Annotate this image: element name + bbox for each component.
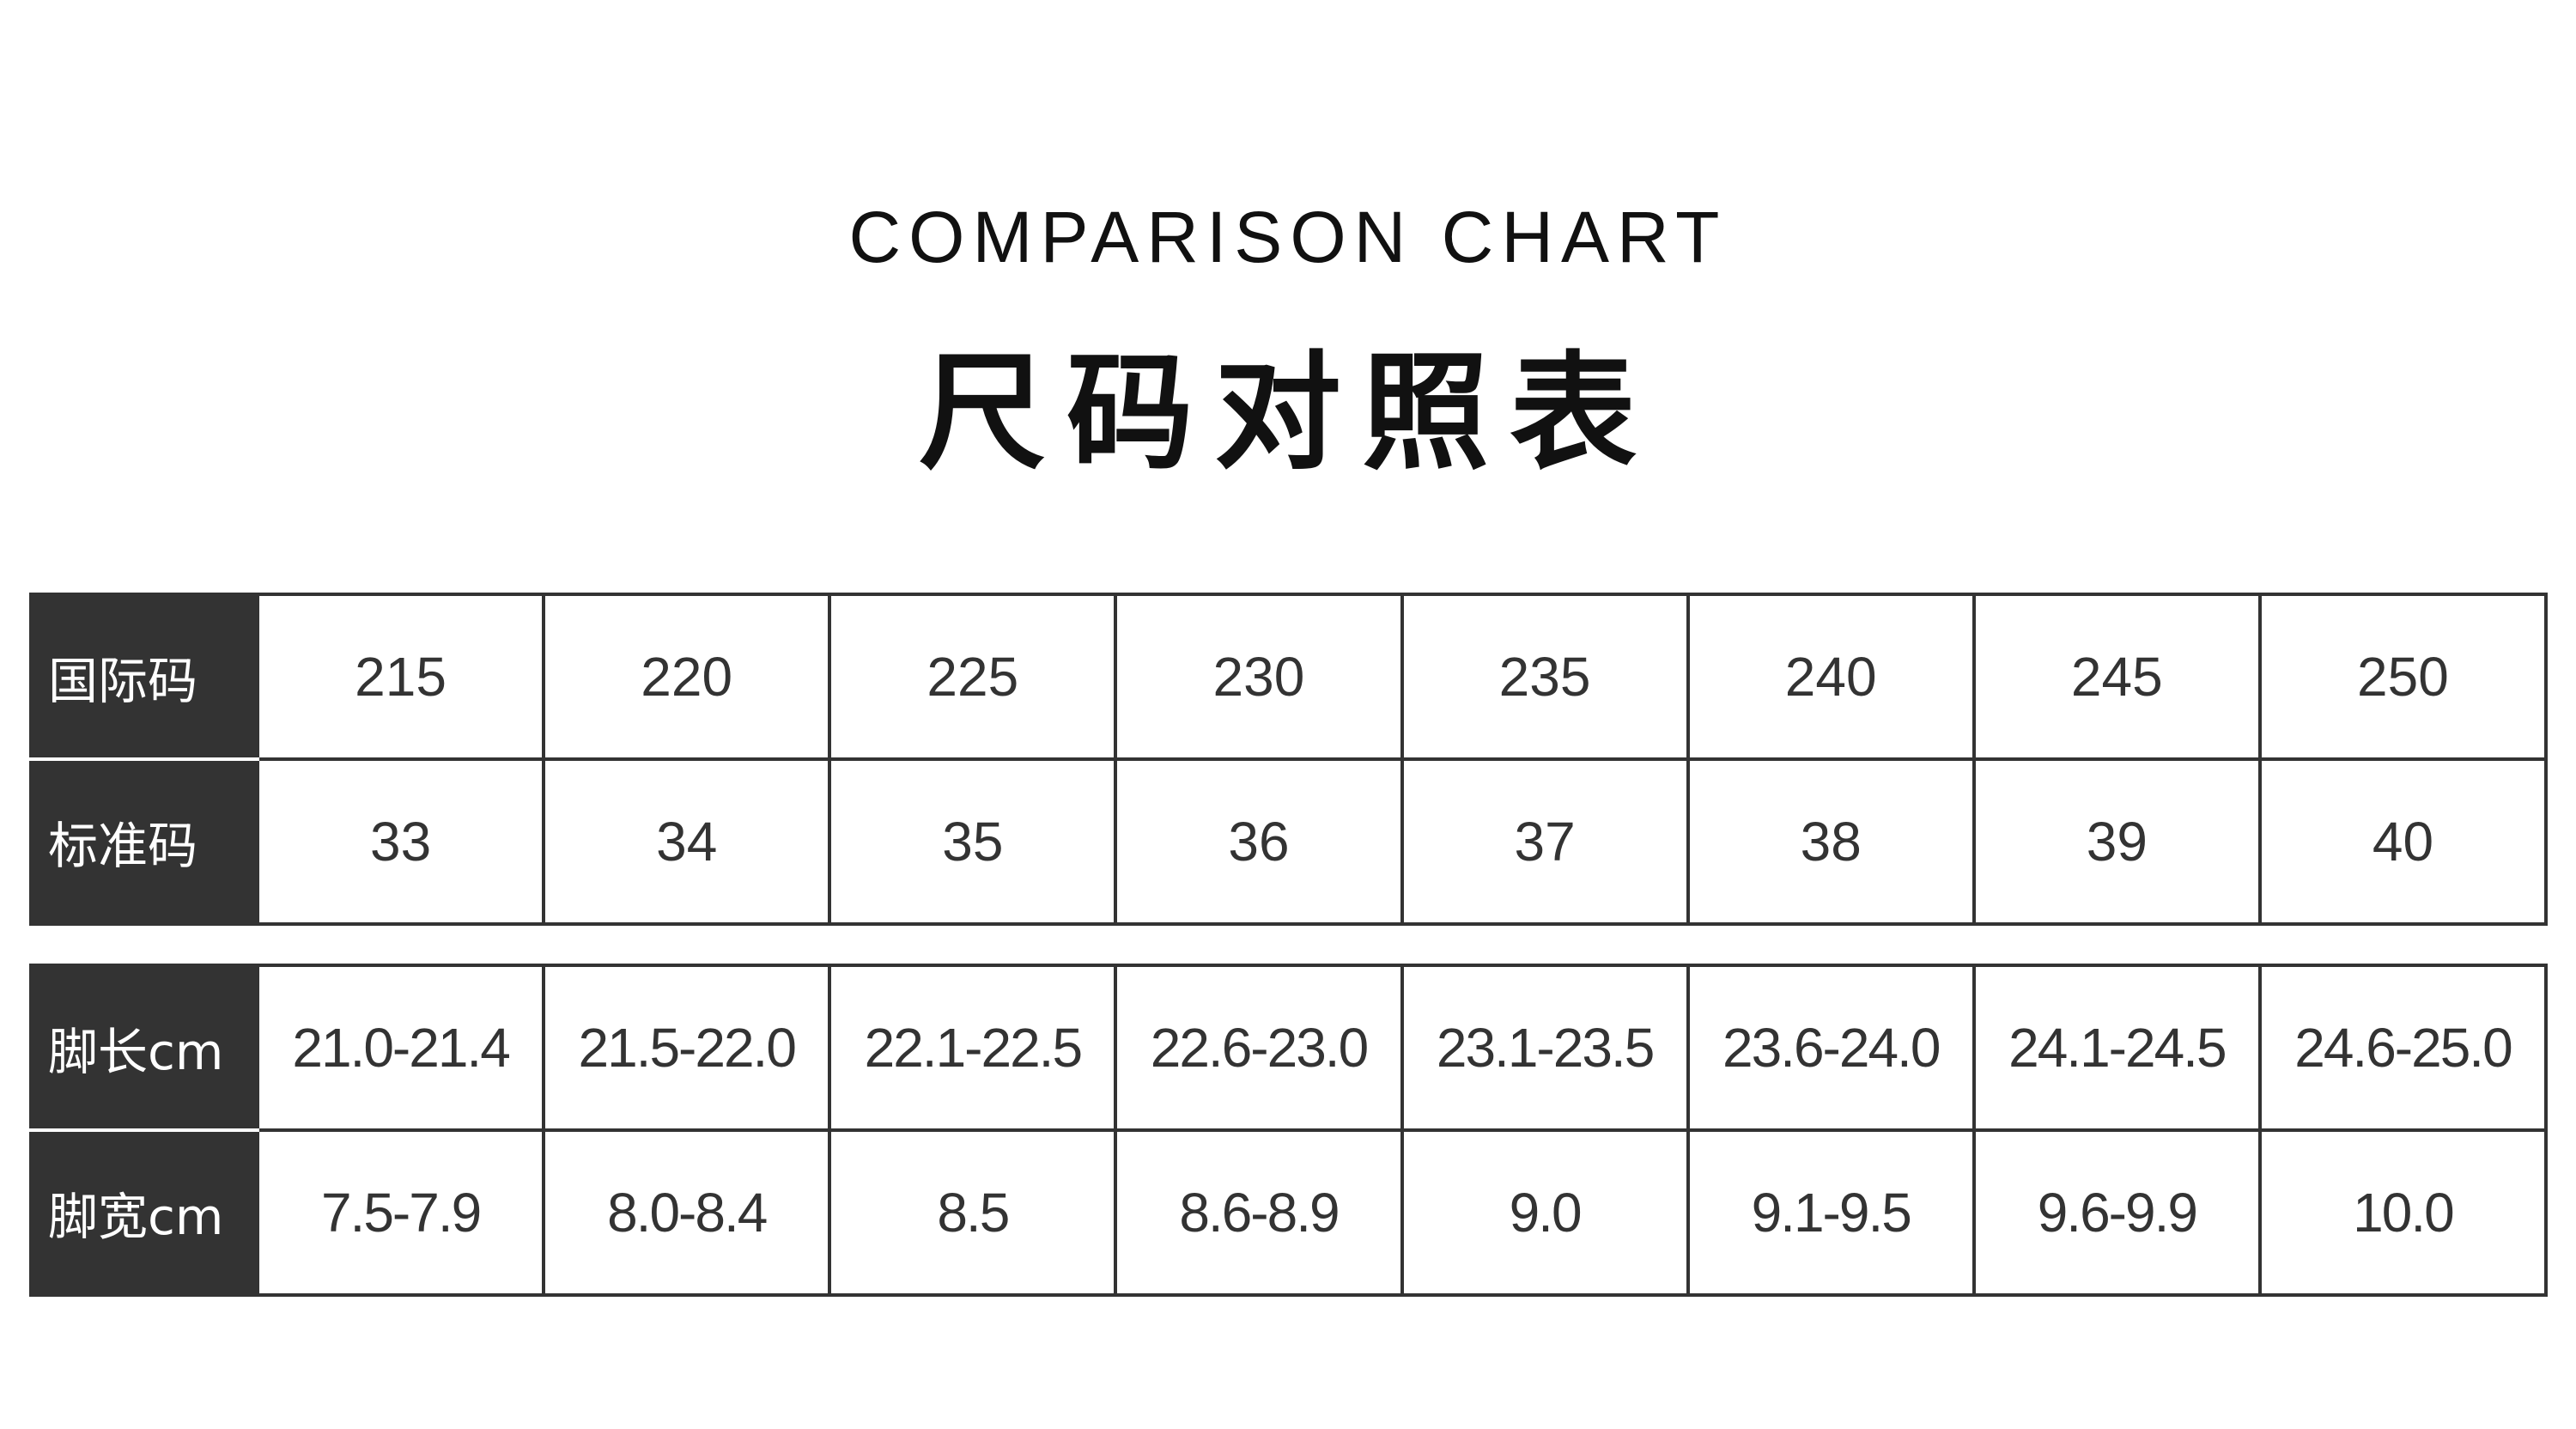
table-cell: 225 — [828, 593, 1118, 761]
table-cell: 24.6-25.0 — [2257, 964, 2549, 1132]
table-cell: 23.1-23.5 — [1400, 964, 1690, 1132]
row-header: 脚宽cm — [29, 1128, 259, 1297]
table-cell: 22.1-22.5 — [828, 964, 1118, 1132]
table-cell: 38 — [1686, 757, 1976, 926]
row-header: 国际码 — [29, 593, 259, 761]
table-cell: 250 — [2257, 593, 2549, 761]
foot-measure-table: 脚长cm 21.0-21.4 21.5-22.0 22.1-22.5 22.6-23.0… — [29, 964, 2549, 1297]
table-cell: 8.0-8.4 — [542, 1128, 832, 1297]
table-cell: 215 — [255, 593, 546, 761]
table-row: 脚宽cm 7.5-7.9 8.0-8.4 8.5 8.6-8.9 9.0 9.1-9.5 9.… — [29, 1128, 2549, 1297]
table-cell: 40 — [2257, 757, 2549, 926]
table-cell: 245 — [1971, 593, 2262, 761]
table-cell: 9.1-9.5 — [1686, 1128, 1976, 1297]
table-cell: 9.0 — [1400, 1128, 1690, 1297]
row-header: 标准码 — [29, 757, 259, 926]
page-title: 尺码对照表 — [919, 339, 1657, 487]
table-cell: 240 — [1686, 593, 1976, 761]
table-row: 脚长cm 21.0-21.4 21.5-22.0 22.1-22.5 22.6-23.0… — [29, 964, 2549, 1132]
table-cell: 8.5 — [828, 1128, 1118, 1297]
table-cell: 39 — [1971, 757, 2262, 926]
table-cell: 235 — [1400, 593, 1690, 761]
table-cell: 7.5-7.9 — [255, 1128, 546, 1297]
table-cell: 21.5-22.0 — [542, 964, 832, 1132]
table-cell: 9.6-9.9 — [1971, 1128, 2262, 1297]
table-cell: 36 — [1114, 757, 1404, 926]
table-cell: 220 — [542, 593, 832, 761]
table-cell: 24.1-24.5 — [1971, 964, 2262, 1132]
table-cell: 34 — [542, 757, 832, 926]
table-cell: 230 — [1114, 593, 1404, 761]
size-table: 国际码 215 220 225 230 235 240 245 250 标准码 33 34 35 36 37… — [29, 593, 2549, 926]
table-cell: 22.6-23.0 — [1114, 964, 1404, 1132]
table-row: 国际码 215 220 225 230 235 240 245 250 — [29, 593, 2549, 761]
table-cell: 8.6-8.9 — [1114, 1128, 1404, 1297]
table-row: 标准码 33 34 35 36 37 38 39 40 — [29, 757, 2549, 926]
row-header: 脚长cm — [29, 964, 259, 1132]
table-cell: 33 — [255, 757, 546, 926]
table-cell: 37 — [1400, 757, 1690, 926]
subtitle: COMPARISON CHART — [848, 197, 1728, 277]
table-cell: 23.6-24.0 — [1686, 964, 1976, 1132]
table-cell: 21.0-21.4 — [255, 964, 546, 1132]
table-cell: 10.0 — [2257, 1128, 2549, 1297]
table-cell: 35 — [828, 757, 1118, 926]
